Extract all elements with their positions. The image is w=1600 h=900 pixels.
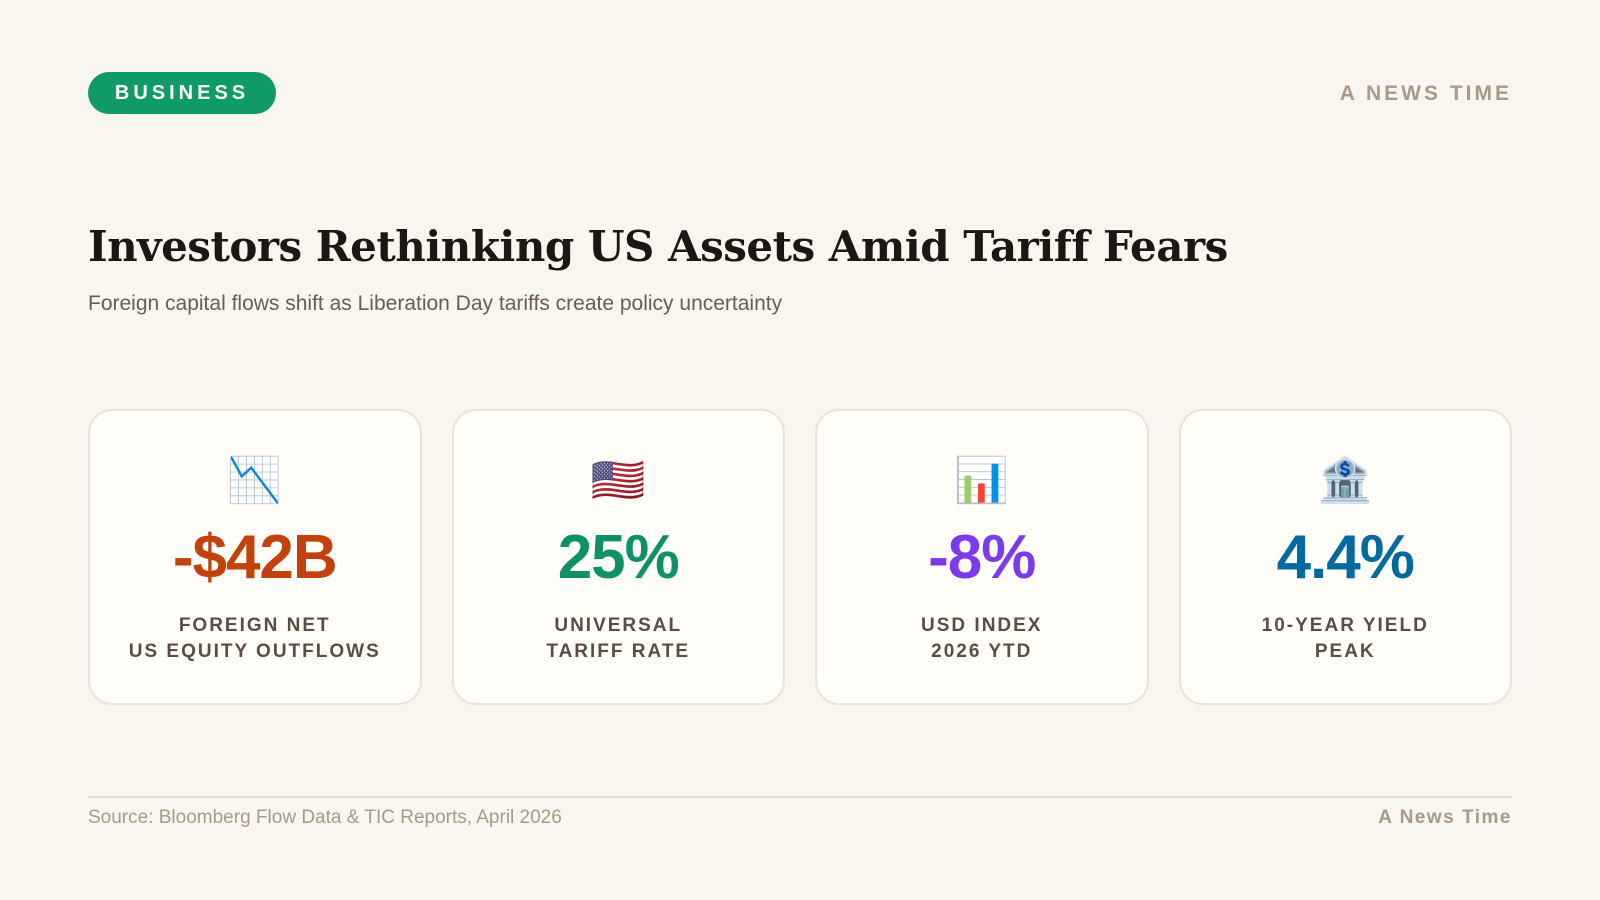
stat-card: 🇺🇸 25% UNIVERSAL TARIFF RATE: [451, 409, 785, 705]
stat-card: 📊 -8% USD INDEX 2026 YTD: [815, 409, 1149, 705]
title: Investors Rethinking US Assets Amid Tari…: [88, 222, 1228, 271]
stat-card: 📉 -$42B FOREIGN NET US EQUITY OUTFLOWS: [88, 409, 422, 705]
category-tag: BUSINESS: [88, 72, 276, 114]
card-value: -$42B: [172, 523, 338, 592]
card-label: FOREIGN NET US EQUITY OUTFLOWS: [129, 613, 381, 665]
source: Source: Bloomberg Flow Data & TIC Report…: [88, 807, 562, 828]
card-icon: 🏦: [1317, 456, 1373, 505]
card-icon: 📊: [954, 456, 1010, 505]
stat-cards: 📉 -$42B FOREIGN NET US EQUITY OUTFLOWS 🇺🇸 25%…: [88, 409, 1512, 705]
card-label: USD INDEX 2026 YTD: [921, 613, 1042, 665]
label-line: 10-YEAR YIELD: [1261, 615, 1429, 636]
footer-brand: A News Time: [1378, 807, 1512, 828]
label-line: TARIFF RATE: [546, 641, 691, 662]
label-line: US EQUITY OUTFLOWS: [128, 641, 381, 662]
card-value: 4.4%: [1276, 523, 1415, 592]
card-label: 10-YEAR YIELD PEAK: [1262, 613, 1429, 665]
label-line: USD INDEX: [921, 615, 1043, 636]
card-icon: 📉: [227, 456, 283, 505]
label-line: UNIVERSAL: [554, 615, 683, 636]
subtitle: Foreign capital flows shift as Liberatio…: [88, 292, 783, 315]
stat-card: 🏦 4.4% 10-YEAR YIELD PEAK: [1178, 409, 1512, 705]
label-line: FOREIGN NET: [178, 615, 331, 636]
card-label: UNIVERSAL TARIFF RATE: [546, 613, 690, 665]
divider: [88, 796, 1512, 798]
card-icon: 🇺🇸: [590, 456, 646, 505]
card-value: -8%: [928, 523, 1036, 592]
label-line: PEAK: [1314, 641, 1376, 662]
label-line: 2026 YTD: [931, 641, 1033, 662]
brand: A NEWS TIME: [1339, 82, 1512, 105]
card-value: 25%: [557, 523, 680, 592]
